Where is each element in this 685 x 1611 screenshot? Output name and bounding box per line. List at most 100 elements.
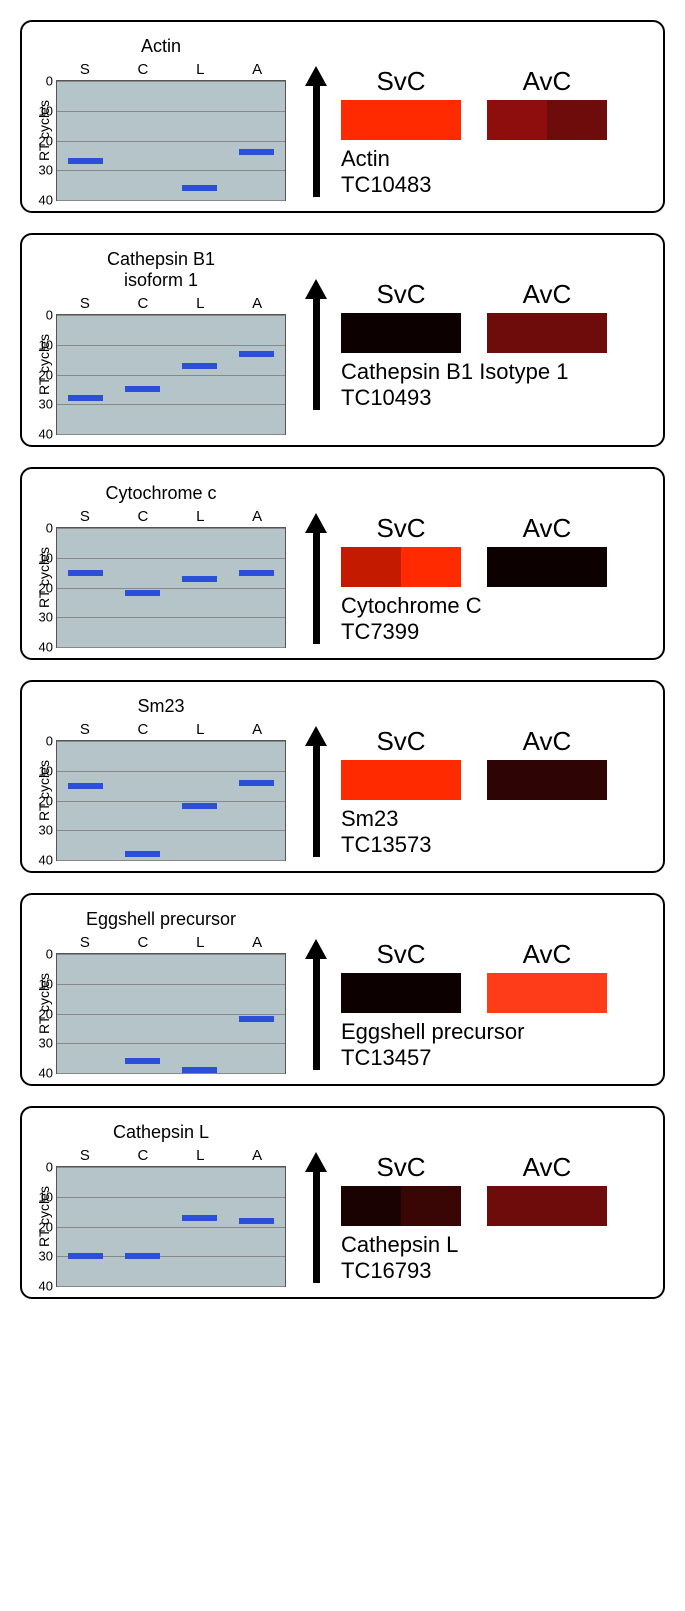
y-tick-label: 0: [29, 734, 53, 749]
gridline: [57, 315, 285, 316]
gridline: [57, 801, 285, 802]
chart-box: RT cyclesSCLA010203040: [36, 295, 286, 435]
heat-cell: [341, 973, 461, 1013]
x-category-label: C: [138, 934, 149, 951]
plot-wrap: SCLA010203040: [56, 721, 286, 861]
heat-row: [341, 760, 649, 800]
data-bar: [182, 185, 216, 191]
gridline: [57, 528, 285, 529]
heat-half: [487, 760, 547, 800]
heat-header-avc: AvC: [487, 939, 607, 970]
chart-area: Cathepsin B1 isoform 1RT cyclesSCLA01020…: [36, 249, 286, 435]
data-bar: [239, 1016, 273, 1022]
heat-cell: [487, 100, 607, 140]
x-category-label: A: [252, 934, 262, 951]
gridline: [57, 1073, 285, 1074]
figure-panel: Sm23RT cyclesSCLA010203040SvCAvCSm23TC13…: [20, 680, 665, 873]
y-tick-label: 10: [29, 763, 53, 778]
gridline: [57, 111, 285, 112]
y-tick-label: 20: [29, 1006, 53, 1021]
gridline: [57, 434, 285, 435]
figure-panel: Cathepsin B1 isoform 1RT cyclesSCLA01020…: [20, 233, 665, 447]
heat-half: [401, 973, 461, 1013]
x-axis-labels: SCLA: [56, 508, 286, 525]
y-tick-label: 30: [29, 823, 53, 838]
up-arrow-icon: [301, 279, 331, 410]
heat-header-avc: AvC: [487, 66, 607, 97]
y-tick-label: 0: [29, 74, 53, 89]
plot-region: 010203040: [56, 1166, 286, 1287]
heat-headers: SvCAvC: [341, 279, 649, 310]
data-bar: [125, 590, 159, 596]
x-category-label: C: [138, 508, 149, 525]
heatmap-area: SvCAvCCathepsin B1 Isotype 1TC10493: [301, 249, 649, 412]
y-tick-label: 30: [29, 1036, 53, 1051]
gridline: [57, 345, 285, 346]
x-category-label: C: [138, 1147, 149, 1164]
up-arrow-icon: [301, 939, 331, 1070]
y-tick-label: 20: [29, 793, 53, 808]
chart-area: ActinRT cyclesSCLA010203040: [36, 36, 286, 201]
heat-half: [487, 973, 547, 1013]
y-tick-label: 30: [29, 610, 53, 625]
heat-cell: [341, 547, 461, 587]
plot-region: 010203040: [56, 314, 286, 435]
heat-half: [401, 100, 461, 140]
x-category-label: A: [252, 295, 262, 312]
gridline: [57, 1227, 285, 1228]
gridline: [57, 860, 285, 861]
y-tick-label: 0: [29, 308, 53, 323]
x-category-label: A: [252, 721, 262, 738]
heat-half: [341, 1186, 401, 1226]
y-tick-label: 10: [29, 337, 53, 352]
chart-area: Cathepsin LRT cyclesSCLA010203040: [36, 1122, 286, 1287]
y-tick-label: 30: [29, 397, 53, 412]
heat-headers: SvCAvC: [341, 66, 649, 97]
y-tick-label: 40: [29, 1279, 53, 1294]
y-tick-label: 40: [29, 853, 53, 868]
gridline: [57, 984, 285, 985]
gene-name: Cathepsin B1 Isotype 1: [341, 359, 649, 385]
x-category-label: L: [196, 508, 204, 525]
chart-title: Cathepsin L: [36, 1122, 286, 1143]
heat-half: [401, 313, 461, 353]
y-tick-label: 30: [29, 1249, 53, 1264]
gridline: [57, 588, 285, 589]
heat-headers: SvCAvC: [341, 1152, 649, 1183]
x-category-label: S: [80, 295, 90, 312]
heat-cell: [487, 547, 607, 587]
up-arrow-icon: [301, 66, 331, 197]
heat-row: [341, 313, 649, 353]
gridline: [57, 771, 285, 772]
heat-half: [547, 100, 607, 140]
figure-panel: Cytochrome cRT cyclesSCLA010203040SvCAvC…: [20, 467, 665, 660]
heat-header-avc: AvC: [487, 1152, 607, 1183]
gridline: [57, 1043, 285, 1044]
heatmap-area: SvCAvCEggshell precursorTC13457: [301, 909, 649, 1072]
gridline: [57, 81, 285, 82]
x-category-label: L: [196, 295, 204, 312]
heat-cell: [341, 1186, 461, 1226]
plot-region: 010203040: [56, 953, 286, 1074]
heat-header-avc: AvC: [487, 726, 607, 757]
y-tick-label: 40: [29, 1066, 53, 1081]
heat-header-avc: AvC: [487, 279, 607, 310]
plot-wrap: SCLA010203040: [56, 1147, 286, 1287]
figure-panel: ActinRT cyclesSCLA010203040SvCAvCActinTC…: [20, 20, 665, 213]
heat-half: [341, 973, 401, 1013]
plot-wrap: SCLA010203040: [56, 508, 286, 648]
gridline: [57, 1286, 285, 1287]
chart-box: RT cyclesSCLA010203040: [36, 61, 286, 201]
heat-half: [341, 313, 401, 353]
plot-region: 010203040: [56, 527, 286, 648]
y-tick-label: 10: [29, 550, 53, 565]
gridline: [57, 647, 285, 648]
data-bar: [182, 803, 216, 809]
y-tick-label: 10: [29, 1189, 53, 1204]
data-bar: [68, 1253, 102, 1259]
x-category-label: S: [80, 934, 90, 951]
heatmap-area: SvCAvCCathepsin LTC16793: [301, 1122, 649, 1285]
chart-title: Cytochrome c: [36, 483, 286, 504]
gene-id: TC10483: [341, 172, 649, 198]
chart-title: Cathepsin B1 isoform 1: [36, 249, 286, 291]
